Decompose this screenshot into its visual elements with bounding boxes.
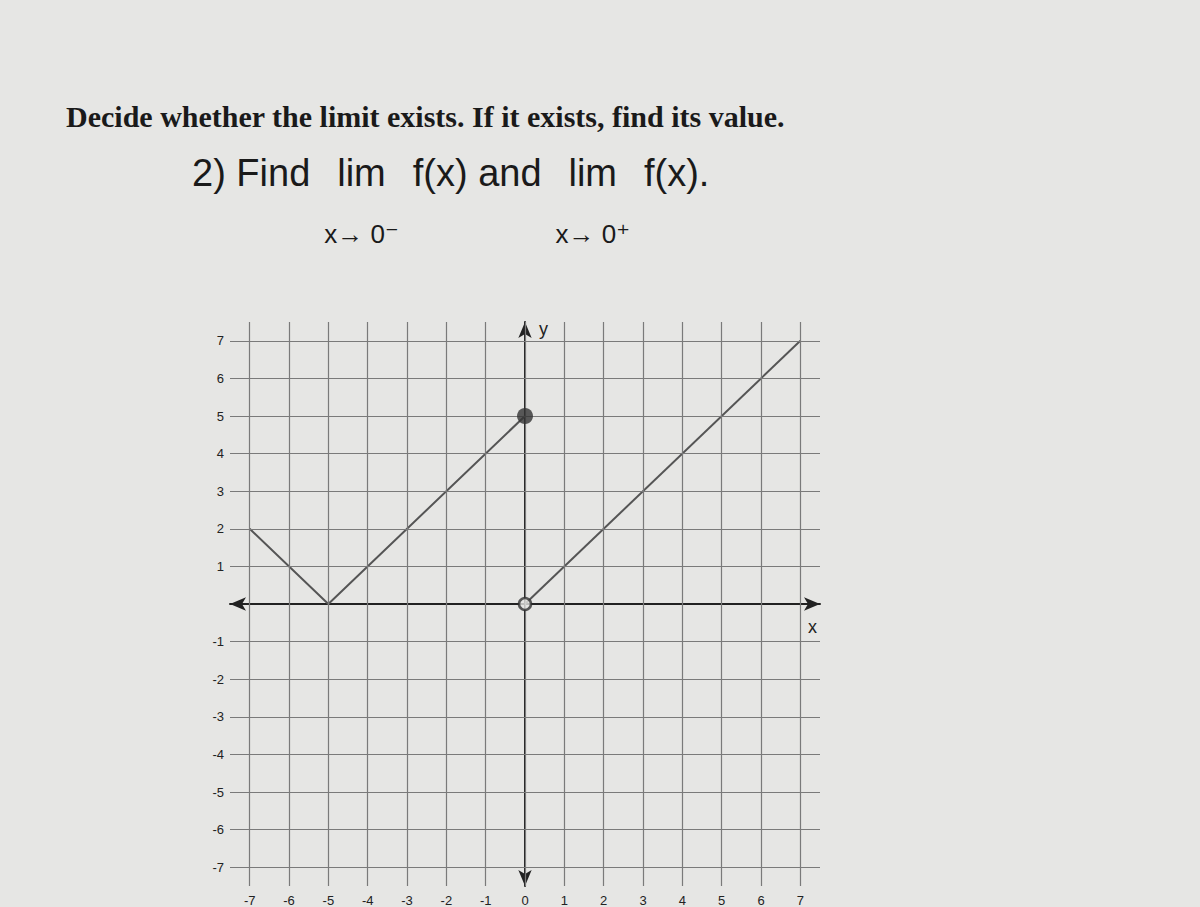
svg-text:1: 1 (217, 559, 224, 574)
svg-text:x: x (808, 617, 817, 637)
html-text:x→ 0⁻: x→ 0⁻ (324, 219, 399, 249)
svg-text:y: y (539, 319, 548, 339)
svg-text:0: 0 (521, 893, 528, 907)
svg-text:-2: -2 (441, 893, 453, 907)
html-text:f(x) and: f(x) and (412, 152, 542, 194)
svg-text:-5: -5 (212, 785, 224, 800)
html-text:2) Find: 2) Find (192, 152, 311, 194)
svg-text:-7: -7 (244, 893, 256, 907)
svg-text:-3: -3 (212, 709, 224, 724)
html-text:Decide whether the limit exist: Decide whether the limit exists. If it e… (66, 100, 785, 133)
html-text:lim: lim (568, 152, 617, 194)
svg-text:-1: -1 (480, 893, 492, 907)
svg-text:3: 3 (217, 484, 224, 499)
svg-text:7: 7 (217, 333, 224, 348)
svg-text:-6: -6 (283, 893, 295, 907)
svg-text:-5: -5 (323, 893, 335, 907)
svg-text:4: 4 (217, 446, 224, 461)
svg-text:2: 2 (217, 521, 224, 536)
html-text:f(x).: f(x). (644, 152, 710, 194)
html-text:x→ 0⁺: x→ 0⁺ (555, 219, 630, 249)
svg-text:3: 3 (639, 893, 646, 907)
svg-text:4: 4 (679, 893, 686, 907)
svg-text:5: 5 (217, 409, 224, 424)
svg-text:2: 2 (600, 893, 607, 907)
svg-text:-6: -6 (212, 822, 224, 837)
svg-text:-2: -2 (212, 672, 224, 687)
html-text:lim: lim (337, 152, 386, 194)
svg-text:-3: -3 (401, 893, 413, 907)
svg-text:6: 6 (757, 893, 764, 907)
svg-text:-7: -7 (212, 860, 224, 875)
svg-text:-4: -4 (212, 747, 224, 762)
svg-text:-1: -1 (212, 634, 224, 649)
svg-text:-4: -4 (362, 893, 374, 907)
svg-text:5: 5 (718, 893, 725, 907)
svg-text:7: 7 (797, 893, 804, 907)
svg-text:6: 6 (217, 371, 224, 386)
svg-text:1: 1 (561, 893, 568, 907)
